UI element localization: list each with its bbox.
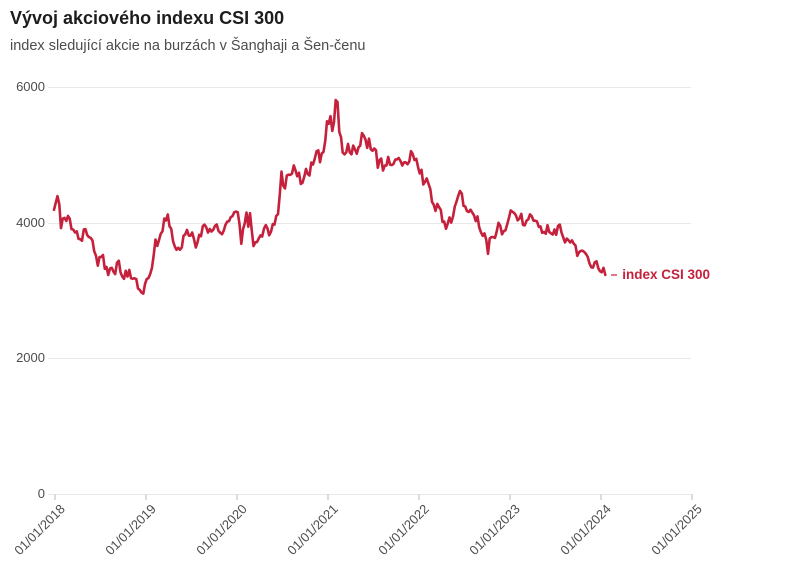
legend-dash-icon <box>611 273 618 276</box>
series-legend: index CSI 300 <box>611 266 710 284</box>
x-axis-tick-2023 <box>509 494 511 500</box>
x-axis-tick-2021 <box>327 494 329 500</box>
gridline-y-6000 <box>48 87 691 88</box>
x-axis-tick-2019 <box>145 494 147 500</box>
csi300-line-series <box>52 98 607 295</box>
y-axis-label-4000: 4000 <box>16 214 45 230</box>
chart-subtitle: index sledující akcie na burzách v Šangh… <box>10 38 366 54</box>
gridline-y-0 <box>48 494 691 495</box>
y-axis-label-0: 0 <box>37 486 45 501</box>
x-axis-tick-2022 <box>418 494 420 500</box>
y-axis-label-6000: 6000 <box>16 79 45 94</box>
legend-label: index CSI 300 <box>622 267 711 283</box>
y-axis-label-2000: 2000 <box>16 350 45 366</box>
gridline-y-2000 <box>48 358 691 360</box>
x-axis-tick-2020 <box>236 494 238 500</box>
x-axis-tick-2018 <box>54 494 56 500</box>
x-axis-tick-2024 <box>600 494 602 500</box>
gridline-y-4000 <box>48 222 691 224</box>
chart-title: Vývoj akciového indexu CSI 300 <box>10 8 285 28</box>
x-axis-tick-2025 <box>691 494 693 500</box>
